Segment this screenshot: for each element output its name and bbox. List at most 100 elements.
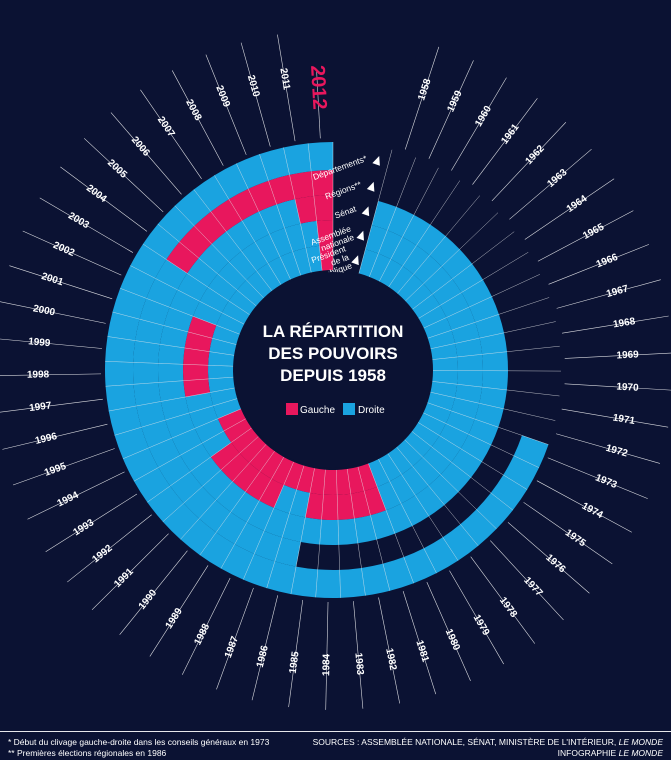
cell-d <box>396 439 423 467</box>
cell-separator <box>105 361 234 367</box>
year-label: 1996 <box>34 431 59 447</box>
cell-d <box>415 485 445 517</box>
year-label: 1983 <box>352 652 365 676</box>
cell-d <box>163 307 193 332</box>
cell-d <box>107 312 140 341</box>
cell-d <box>432 356 458 371</box>
cell-d <box>139 298 170 326</box>
cell-d <box>292 247 312 276</box>
year-label: 2000 <box>32 303 56 318</box>
cell-d <box>216 512 247 545</box>
cell-d <box>192 301 222 326</box>
cell-d <box>221 300 250 325</box>
cell-d <box>476 492 513 529</box>
cell-g <box>289 171 314 200</box>
cell-d <box>397 274 424 301</box>
cell-separator <box>411 431 514 511</box>
cell-g <box>319 245 333 271</box>
year-label: 1958 <box>416 77 434 102</box>
cell-d <box>208 377 235 393</box>
cell-g <box>223 418 252 443</box>
cell-g <box>183 364 209 381</box>
cell-d <box>369 253 391 282</box>
cell-d <box>158 344 185 365</box>
year-spoke <box>556 279 661 309</box>
year-label: 2010 <box>245 74 262 99</box>
year-spoke <box>0 301 106 324</box>
cell-separator <box>112 311 237 345</box>
year-label: 1968 <box>612 316 636 330</box>
cell-g <box>249 444 275 472</box>
year-label: 1974 <box>580 501 605 521</box>
cell-d <box>104 361 134 387</box>
year-label: 2005 <box>105 157 129 181</box>
cell-d <box>475 314 505 339</box>
cell-d <box>378 453 402 482</box>
year-spoke <box>22 230 122 276</box>
cell-d <box>133 340 160 364</box>
cell-g <box>183 347 210 366</box>
cell-d <box>212 325 240 345</box>
year-label: 2003 <box>66 210 91 231</box>
cell-d <box>423 537 459 574</box>
cell-d <box>243 553 275 589</box>
cell-d <box>300 220 320 248</box>
cell-d <box>264 507 290 538</box>
cell-d <box>190 457 222 487</box>
cell-d <box>439 423 469 449</box>
year-spoke <box>507 522 590 594</box>
cell-d <box>390 237 417 267</box>
year-label: 1972 <box>604 443 629 460</box>
cell-d <box>220 544 255 580</box>
cell-d <box>273 484 297 514</box>
cell-d <box>468 419 499 445</box>
cell-d <box>490 474 528 511</box>
cell-d <box>427 392 455 411</box>
cell-d <box>300 517 322 545</box>
cell-d <box>258 204 285 235</box>
year-label: 1995 <box>43 461 68 479</box>
year-spoke <box>428 60 474 159</box>
cell-d <box>148 438 181 468</box>
year-label: 2006 <box>129 135 152 159</box>
cell-separator <box>378 458 437 574</box>
cell-g <box>296 465 315 493</box>
year-spoke <box>171 70 224 166</box>
cell-d <box>402 214 431 246</box>
year-spoke <box>470 556 536 644</box>
cell-d <box>130 244 167 279</box>
cell-separator <box>346 468 366 596</box>
cell-d <box>451 448 482 478</box>
cell-d <box>283 143 312 175</box>
cell-d <box>141 420 172 448</box>
cell-d <box>241 211 270 242</box>
cell-d <box>254 530 283 562</box>
cell-separator <box>405 212 499 302</box>
cell-separator <box>427 297 550 339</box>
cell-g <box>283 461 304 490</box>
title-line-1: LA RÉPARTITION <box>263 322 404 341</box>
cell-d <box>142 223 180 260</box>
cell-g <box>232 462 261 492</box>
cell-g <box>309 468 326 495</box>
cell-d <box>246 271 272 298</box>
cell-d <box>158 380 186 402</box>
cell-separator <box>108 387 235 412</box>
cell-d <box>133 362 159 385</box>
cell-d <box>418 305 447 329</box>
year-label: 1960 <box>473 104 494 129</box>
cell-d <box>228 251 257 280</box>
footnote-1: * Début du clivage gauche-droite dans le… <box>8 737 270 747</box>
cell-g <box>350 491 371 519</box>
cell-d <box>198 243 229 274</box>
cell-separator <box>315 469 326 598</box>
cell-g <box>271 457 294 485</box>
cell-d <box>339 567 366 598</box>
cell-d <box>226 220 255 252</box>
cell-d <box>432 278 462 306</box>
year-spokes <box>0 34 671 710</box>
cell-d <box>160 396 190 421</box>
cell-g <box>305 492 324 520</box>
cell-d <box>402 245 430 275</box>
year-spoke <box>27 471 125 520</box>
